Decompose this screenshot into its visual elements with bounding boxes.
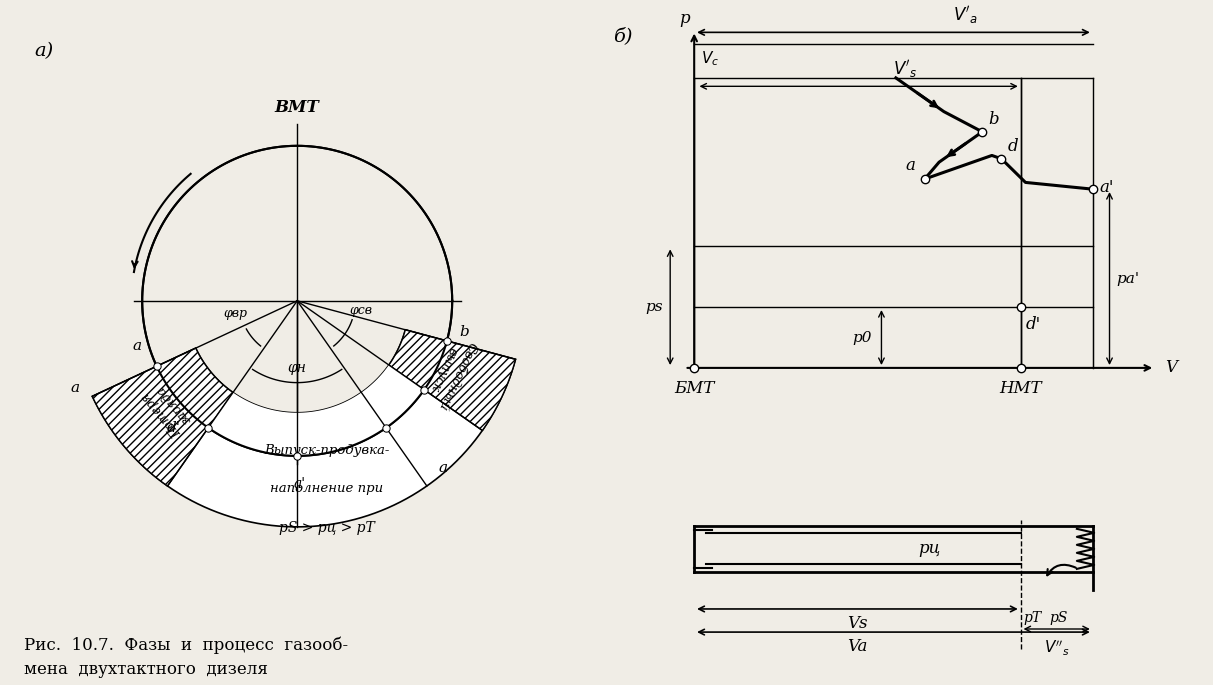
Text: pS > pц > pT: pS > pц > pT (279, 521, 375, 534)
Text: b: b (460, 325, 469, 339)
Text: φcв: φcв (349, 303, 372, 316)
Text: a': a' (1100, 179, 1115, 196)
Text: b: b (989, 112, 998, 129)
Text: d': d' (1025, 316, 1041, 333)
Polygon shape (209, 365, 425, 456)
Text: p0: p0 (853, 331, 872, 345)
Text: Потеря
заряда: Потеря заряда (139, 379, 195, 439)
Text: Свободный
выпуск: Свободный выпуск (422, 333, 479, 412)
Text: p: p (679, 10, 690, 27)
Text: a: a (905, 157, 915, 174)
Text: a: a (439, 461, 448, 475)
Text: наполнение при: наполнение при (270, 482, 383, 495)
Text: Выпуск-продувка-: Выпуск-продувка- (264, 443, 389, 456)
Text: d: d (1007, 138, 1018, 155)
Text: a: a (70, 381, 79, 395)
Text: pT: pT (1023, 611, 1041, 625)
Text: мена  двухтактного  дизеля: мена двухтактного дизеля (24, 661, 268, 678)
Text: a): a) (34, 42, 53, 60)
Text: pS: pS (1049, 611, 1067, 625)
Text: БМТ: БМТ (674, 379, 714, 397)
Text: d': d' (166, 421, 181, 435)
Text: Va: Va (847, 638, 867, 656)
Text: б): б) (613, 27, 632, 45)
Text: pa': pa' (1117, 271, 1140, 286)
Text: $V''_s$: $V''_s$ (1044, 638, 1070, 658)
Text: НМТ: НМТ (1000, 379, 1042, 397)
Text: a: a (132, 339, 142, 353)
Polygon shape (92, 348, 233, 486)
Text: ps: ps (645, 300, 664, 314)
Text: Vs: Vs (847, 615, 867, 632)
Polygon shape (92, 329, 516, 527)
Text: $V_c$: $V_c$ (701, 49, 719, 68)
Text: φвр: φвр (223, 307, 247, 320)
Text: Рис.  10.7.  Фазы  и  процесс  газооб-: Рис. 10.7. Фазы и процесс газооб- (24, 636, 348, 654)
Text: V: V (1164, 360, 1177, 376)
Text: $V'_a$: $V'_a$ (953, 3, 978, 25)
Text: ВМТ: ВМТ (275, 99, 319, 116)
Text: a': a' (294, 477, 306, 491)
Text: φн: φн (287, 361, 307, 375)
Text: $V'_s$: $V'_s$ (893, 58, 917, 79)
Text: pц: pц (918, 540, 940, 558)
Polygon shape (389, 329, 516, 430)
